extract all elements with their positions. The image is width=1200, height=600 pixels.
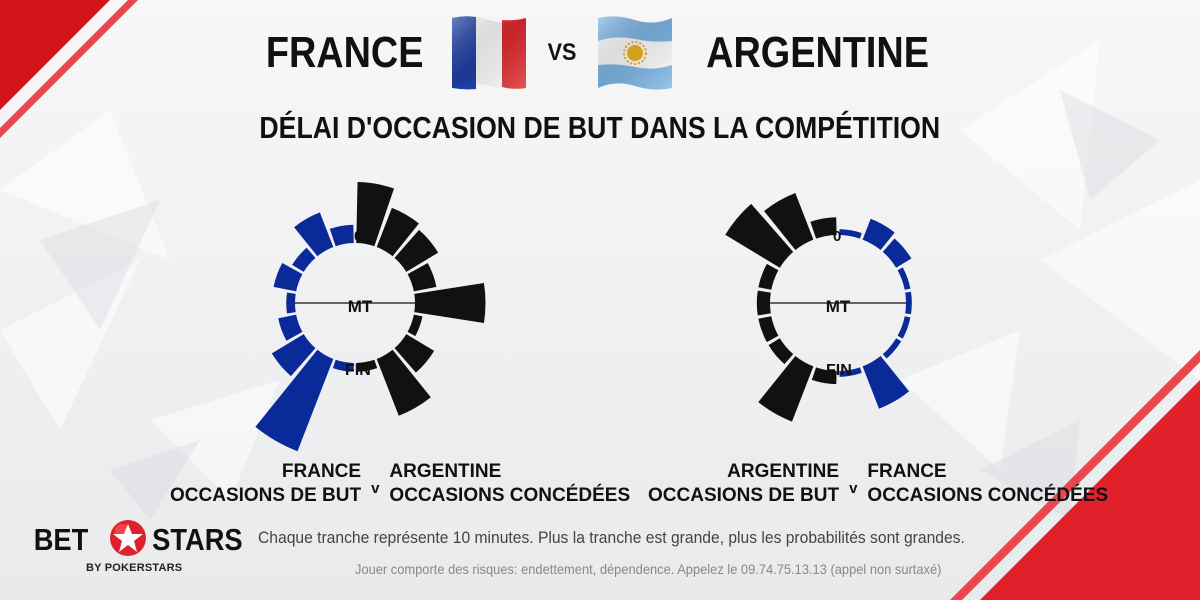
time-segment-attack bbox=[294, 212, 334, 257]
time-segment-attack bbox=[905, 291, 912, 315]
logo-subtitle: BY POKERSTARS bbox=[86, 562, 183, 574]
legend-attack-team: ARGENTINE OCCASIONS DE BUT bbox=[648, 460, 839, 508]
time-segment-conceded bbox=[414, 283, 486, 323]
france-flag-icon bbox=[452, 16, 527, 90]
time-segment-conceded bbox=[407, 263, 437, 292]
end-label: FIN bbox=[345, 362, 371, 379]
legend-right: ARGENTINE OCCASIONS DE BUT v FRANCE OCCA… bbox=[648, 460, 1108, 508]
time-segment-attack bbox=[292, 247, 316, 272]
corner-stripe-bottom-right-2 bbox=[950, 350, 1200, 600]
time-segment-conceded bbox=[758, 263, 779, 290]
logo-word-left: BET bbox=[33, 522, 89, 557]
half-time-label: MT bbox=[348, 297, 373, 316]
gambling-disclaimer: Jouer comporte des risques: endettement,… bbox=[355, 561, 1055, 577]
time-segment-attack bbox=[286, 292, 296, 314]
time-segment-attack bbox=[897, 316, 911, 339]
chart-caption-text: Chaque tranche représente 10 minutes. Pl… bbox=[258, 528, 965, 547]
chart-subtitle-text: DÉLAI D'OCCASION DE BUT DANS LA COMPÉTIT… bbox=[259, 110, 941, 145]
time-segment-conceded bbox=[758, 316, 779, 343]
time-segment-conceded bbox=[756, 290, 771, 316]
legend-attack-team-name: ARGENTINE bbox=[727, 461, 840, 482]
time-segment-conceded bbox=[356, 182, 394, 247]
legend-versus: v bbox=[849, 480, 858, 497]
legend-versus: v bbox=[371, 480, 380, 497]
corner-stripe-top-left bbox=[0, 0, 110, 110]
title-row: FRANCE VS ARGENTINE bbox=[0, 10, 1200, 96]
time-segment-conceded bbox=[810, 217, 837, 239]
legend-defense-caption: OCCASIONS CONCÉDÉES bbox=[389, 485, 631, 506]
vs-label: VS bbox=[547, 39, 577, 66]
time-segment-attack bbox=[278, 314, 303, 341]
time-segment-conceded bbox=[768, 338, 794, 365]
chart-argentina-attack: MT 0 FIN bbox=[725, 192, 912, 422]
legend-defense-team: ARGENTINE OCCASIONS CONCÉDÉES bbox=[389, 460, 630, 508]
time-segment-attack bbox=[839, 367, 862, 377]
start-label: 0 bbox=[354, 228, 362, 245]
time-segment-attack bbox=[862, 218, 895, 251]
time-segment-attack bbox=[839, 229, 862, 239]
corner-stripe-top-left-2 bbox=[0, 0, 138, 138]
time-segment-conceded bbox=[394, 334, 435, 373]
start-label: 0 bbox=[833, 228, 841, 245]
time-segment-conceded bbox=[811, 367, 837, 385]
end-label: FIN bbox=[826, 362, 852, 379]
corner-stripe-bottom-right bbox=[980, 380, 1200, 600]
time-segment-attack bbox=[332, 359, 354, 372]
time-segment-attack bbox=[897, 267, 911, 290]
legend-attack-team: FRANCE OCCASIONS DE BUT bbox=[170, 460, 361, 508]
time-segment-attack bbox=[273, 263, 303, 292]
legend-defense-team: FRANCE OCCASIONS CONCÉDÉES bbox=[867, 460, 1108, 508]
gambling-disclaimer-text: Jouer comporte des risques: endettement,… bbox=[355, 561, 942, 577]
team-away-name: ARGENTINE bbox=[706, 28, 930, 77]
chart-subtitle: DÉLAI D'OCCASION DE BUT DANS LA COMPÉTIT… bbox=[0, 110, 1200, 146]
chart-france-attack: MT 0 FIN bbox=[255, 182, 486, 452]
betstars-logo[interactable]: BET STARS BY POKERSTARS bbox=[30, 520, 243, 582]
time-segment-conceded bbox=[758, 355, 814, 422]
time-segment-conceded bbox=[394, 229, 439, 272]
time-segment-attack bbox=[882, 238, 912, 268]
chart-caption: Chaque tranche représente 10 minutes. Pl… bbox=[258, 528, 1058, 548]
time-segment-attack bbox=[882, 338, 902, 359]
time-segment-conceded bbox=[764, 192, 814, 251]
time-segment-conceded bbox=[725, 203, 794, 268]
legend-attack-caption: OCCASIONS DE BUT bbox=[170, 485, 362, 506]
legend-defense-caption: OCCASIONS CONCÉDÉES bbox=[867, 485, 1109, 506]
legend-attack-caption: OCCASIONS DE BUT bbox=[648, 485, 840, 506]
time-segment-attack bbox=[255, 349, 334, 452]
time-segment-attack bbox=[862, 355, 910, 409]
time-segment-attack bbox=[271, 334, 316, 377]
logo-word-right: STARS bbox=[152, 522, 243, 557]
star-icon bbox=[110, 520, 146, 556]
time-segment-conceded bbox=[376, 349, 431, 416]
time-segment-conceded bbox=[407, 314, 423, 337]
argentina-flag-icon bbox=[598, 16, 673, 90]
legend-defense-team-name: FRANCE bbox=[867, 461, 947, 482]
time-segment-conceded bbox=[376, 207, 419, 257]
half-time-label: MT bbox=[826, 297, 851, 316]
time-segment-conceded bbox=[356, 359, 378, 372]
legend-defense-team-name: ARGENTINE bbox=[389, 461, 502, 482]
team-home-name: FRANCE bbox=[265, 28, 424, 77]
legend-attack-team-name: FRANCE bbox=[281, 461, 362, 482]
legend-left: FRANCE OCCASIONS DE BUT v ARGENTINE OCCA… bbox=[170, 460, 630, 508]
time-segment-attack bbox=[329, 224, 354, 247]
